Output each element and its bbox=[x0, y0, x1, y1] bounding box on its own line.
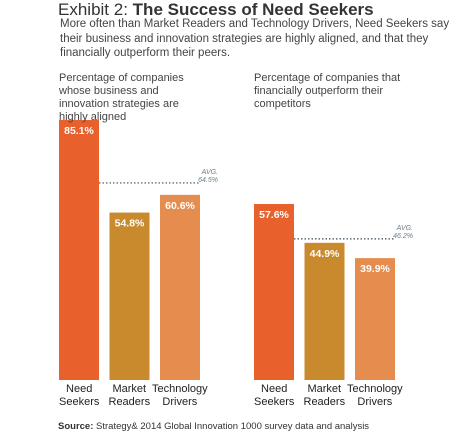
average-value-label: 46.2% bbox=[393, 233, 413, 240]
chart-title: Percentage of companies whose business a… bbox=[59, 72, 184, 123]
bar bbox=[304, 242, 345, 380]
value-label: 44.9% bbox=[310, 248, 340, 260]
bar bbox=[109, 212, 150, 380]
bar bbox=[355, 258, 395, 380]
source-row: Source: Strategy& 2014 Global Innovation… bbox=[58, 421, 369, 432]
bar bbox=[160, 194, 200, 380]
value-label: 57.6% bbox=[259, 209, 289, 221]
x-tick-label: Need Seekers bbox=[254, 383, 295, 408]
chart-title: Percentage of companies that financially… bbox=[254, 72, 401, 110]
source-label: Source: bbox=[58, 421, 94, 432]
average-label: AVG. bbox=[201, 169, 218, 176]
x-tick-label: Technology Drivers bbox=[347, 383, 403, 408]
value-label: 85.1% bbox=[64, 125, 94, 137]
x-tick-label: Technology Drivers bbox=[152, 383, 208, 408]
x-tick-label: Need Seekers bbox=[59, 383, 100, 408]
x-tick-label: Market Readers bbox=[303, 383, 346, 408]
x-tick-label: Market Readers bbox=[108, 383, 151, 408]
bar bbox=[254, 204, 294, 380]
title-row: Exhibit 2: The Success of Need Seekers bbox=[58, 0, 374, 20]
bar bbox=[59, 120, 99, 380]
subtitle: More often than Market Readers and Techn… bbox=[60, 18, 450, 59]
value-label: 60.6% bbox=[165, 200, 195, 212]
average-label: AVG. bbox=[396, 225, 413, 232]
value-label: 54.8% bbox=[115, 218, 145, 230]
title-prefix: Exhibit 2: bbox=[58, 0, 128, 19]
value-label: 39.9% bbox=[360, 263, 390, 275]
source-text: Strategy& 2014 Global Innovation 1000 su… bbox=[96, 421, 370, 432]
average-value-label: 64.5% bbox=[198, 177, 218, 184]
title: The Success of Need Seekers bbox=[132, 0, 374, 19]
